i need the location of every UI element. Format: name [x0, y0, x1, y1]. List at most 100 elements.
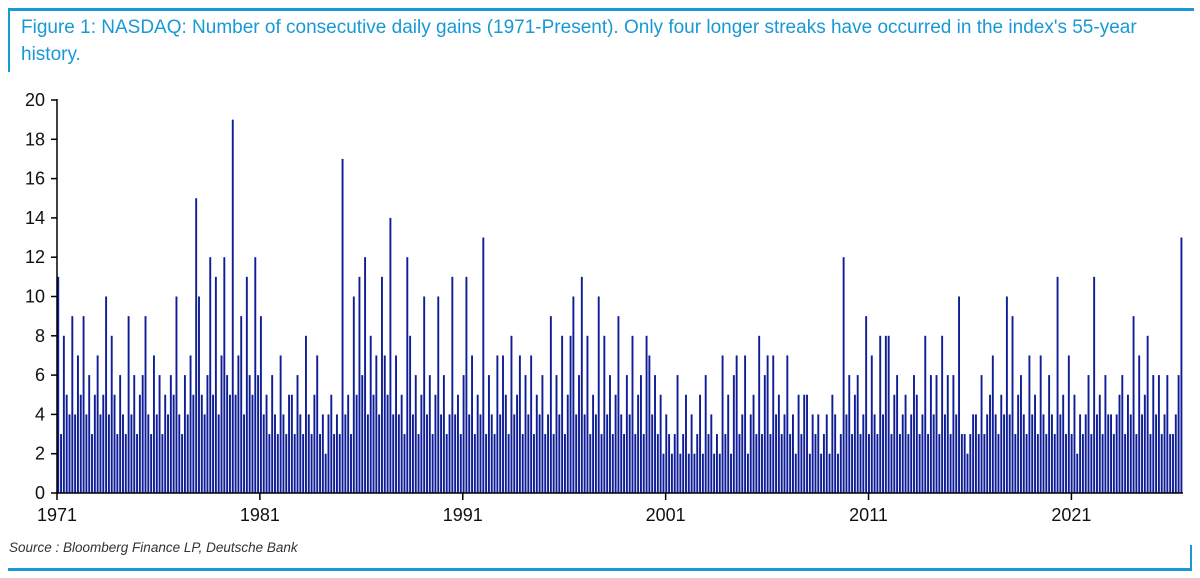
streak-bar — [302, 434, 305, 493]
streak-bar — [631, 335, 634, 493]
x-tick-label: 2001 — [646, 505, 686, 525]
streak-bar — [606, 414, 609, 493]
streak-bar — [806, 394, 808, 493]
y-tick-label: 6 — [35, 365, 45, 385]
streak-bar — [558, 414, 561, 493]
streak-bar — [794, 453, 797, 493]
streak-bar — [980, 375, 983, 493]
streak-bar — [800, 434, 803, 493]
streak-bar — [963, 434, 966, 493]
streak-bar — [656, 434, 659, 493]
streak-bar — [777, 394, 780, 493]
streak-bar — [161, 434, 164, 493]
streak-bar — [364, 257, 367, 493]
streak-bar — [493, 434, 496, 493]
streak-bar — [400, 394, 403, 493]
streak-bar — [1112, 434, 1115, 493]
streak-bar — [645, 335, 648, 493]
streak-bar — [62, 335, 65, 493]
streak-bar — [699, 394, 702, 493]
streak-bar — [876, 434, 879, 493]
streak-bar — [670, 453, 673, 493]
streak-bar — [254, 257, 257, 493]
streak-bar — [831, 394, 834, 493]
streak-bar — [935, 375, 938, 493]
streak-bar — [234, 394, 237, 493]
streak-bar — [814, 434, 817, 493]
streak-bar — [262, 414, 265, 493]
streak-bar — [952, 375, 955, 493]
streak-bar — [578, 375, 580, 493]
streak-bar — [473, 434, 476, 493]
streak-bar — [383, 355, 386, 493]
streak-bar — [487, 375, 490, 493]
streak-bar — [862, 414, 865, 493]
streak-bar — [510, 335, 513, 493]
streak-bar — [901, 414, 904, 493]
streak-bar — [586, 335, 589, 493]
streak-bar — [580, 276, 583, 493]
streak-bar — [921, 414, 924, 493]
streak-bar — [1036, 434, 1039, 493]
streak-bar — [958, 296, 960, 493]
streak-bar — [164, 394, 167, 493]
streak-bar — [746, 453, 749, 493]
streak-bar — [859, 434, 862, 493]
streak-bar — [969, 434, 972, 493]
streak-bar — [282, 414, 285, 493]
streak-bar — [741, 414, 744, 493]
streak-bar — [890, 434, 893, 493]
streak-bar — [299, 414, 302, 493]
streak-bar — [518, 355, 521, 493]
streak-bar — [730, 453, 732, 493]
streak-bar — [102, 394, 105, 493]
streak-bar — [918, 434, 921, 493]
streak-bar — [1067, 355, 1070, 493]
streak-bar — [873, 414, 876, 493]
streak-bar — [229, 394, 231, 493]
streak-bar — [468, 414, 471, 493]
streak-bar — [575, 414, 578, 493]
streak-bar — [547, 414, 549, 493]
streak-bar — [392, 414, 395, 493]
streak-bar — [245, 276, 248, 493]
streak-bar — [307, 414, 310, 493]
streak-bar — [1126, 394, 1129, 493]
streak-bar — [217, 414, 220, 493]
streak-bar — [1020, 375, 1022, 493]
streak-bar — [727, 394, 730, 493]
streak-bar — [927, 434, 930, 493]
streak-bar — [524, 375, 527, 493]
streak-bar — [690, 414, 693, 493]
streak-bar — [476, 394, 479, 493]
streak-bar — [1115, 414, 1118, 493]
streak-bar — [572, 296, 575, 493]
streak-bar — [395, 355, 397, 493]
streak-bar — [189, 355, 192, 493]
streak-bar — [198, 296, 200, 493]
streak-bar — [428, 375, 431, 493]
streak-bar — [1025, 434, 1028, 493]
streak-bar — [851, 434, 854, 493]
streak-bar — [856, 375, 859, 493]
streak-bar — [119, 375, 122, 493]
streak-bar — [665, 414, 668, 493]
streak-bar — [200, 394, 203, 493]
streak-bar — [609, 375, 611, 493]
streak-bar — [1174, 414, 1177, 493]
streak-bar — [1005, 296, 1008, 493]
streak-bar — [237, 355, 240, 493]
streak-bar — [879, 335, 882, 493]
streak-bar — [420, 394, 423, 493]
streak-bar — [319, 434, 321, 493]
streak-bar — [1017, 394, 1020, 493]
streak-bar — [668, 434, 671, 493]
streak-bar — [1014, 434, 1017, 493]
streak-bar — [389, 217, 392, 493]
streak-bar — [828, 453, 831, 493]
streak-bar — [68, 414, 71, 493]
streak-bar — [541, 375, 544, 493]
streak-bar — [1132, 316, 1135, 493]
streak-bar — [538, 414, 541, 493]
streak-bar — [321, 414, 324, 493]
